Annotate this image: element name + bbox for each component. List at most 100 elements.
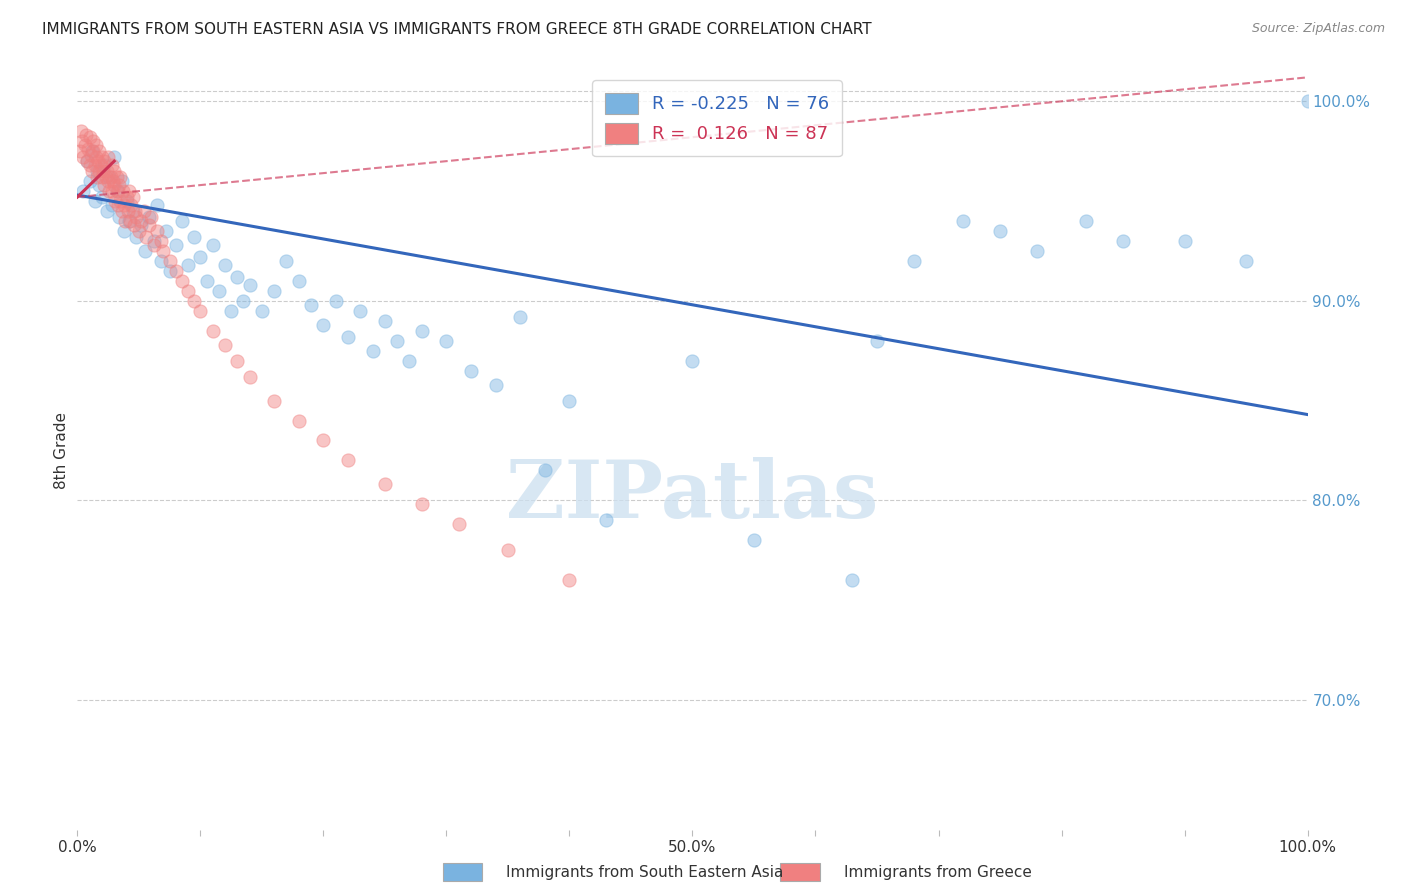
Point <box>79 158 101 172</box>
Point <box>903 253 925 268</box>
Point <box>89 164 111 178</box>
Point <box>87 154 110 169</box>
Point <box>411 497 433 511</box>
Point <box>69 144 91 158</box>
Point <box>239 369 262 384</box>
Point <box>101 158 124 172</box>
Point <box>460 364 482 378</box>
Point <box>155 224 177 238</box>
Point <box>485 377 508 392</box>
Point <box>110 194 132 208</box>
Point <box>124 204 146 219</box>
Point <box>98 170 121 185</box>
Point <box>93 154 115 169</box>
Text: IMMIGRANTS FROM SOUTH EASTERN ASIA VS IMMIGRANTS FROM GREECE 8TH GRADE CORRELATI: IMMIGRANTS FROM SOUTH EASTERN ASIA VS IM… <box>42 22 872 37</box>
Point <box>288 274 311 288</box>
Point <box>447 517 470 532</box>
Point <box>115 190 138 204</box>
Point <box>114 214 136 228</box>
Point <box>1234 253 1257 268</box>
Point <box>208 284 231 298</box>
Point <box>188 303 212 318</box>
Point <box>101 198 124 212</box>
Point <box>138 210 160 224</box>
Point <box>129 218 153 232</box>
Point <box>132 204 155 219</box>
Point <box>89 144 111 158</box>
Point <box>96 164 118 178</box>
Point <box>558 573 581 587</box>
Point <box>93 158 115 172</box>
Point <box>1076 214 1098 228</box>
Point <box>1296 95 1319 109</box>
Point <box>115 194 138 208</box>
Point <box>263 284 285 298</box>
Point <box>496 543 519 558</box>
Point <box>219 303 242 318</box>
Point <box>232 293 254 308</box>
Point <box>100 170 122 185</box>
Point <box>239 277 262 292</box>
Point <box>288 413 311 427</box>
Point <box>177 284 200 298</box>
Point <box>110 170 132 185</box>
Point <box>742 533 765 548</box>
Point <box>121 190 143 204</box>
Point <box>107 184 129 198</box>
Point <box>841 573 863 587</box>
Legend: R = -0.225   N = 76, R =  0.126   N = 87: R = -0.225 N = 76, R = 0.126 N = 87 <box>592 80 842 156</box>
Point <box>76 154 98 169</box>
Point <box>90 170 114 185</box>
Point <box>79 130 101 145</box>
Point <box>150 234 173 248</box>
Point <box>214 337 236 351</box>
Point <box>509 310 531 324</box>
Point <box>141 210 163 224</box>
Point <box>120 214 142 228</box>
Point <box>1112 234 1135 248</box>
Point <box>83 194 105 208</box>
Point <box>385 334 409 348</box>
Point <box>91 164 114 178</box>
Point <box>1026 244 1049 258</box>
Point <box>121 204 143 219</box>
Text: Source: ZipAtlas.com: Source: ZipAtlas.com <box>1251 22 1385 36</box>
Point <box>134 244 156 258</box>
Point <box>374 477 396 491</box>
Point <box>107 198 129 212</box>
Point <box>201 324 224 338</box>
Point <box>98 184 121 198</box>
Point <box>159 264 181 278</box>
Point <box>276 253 298 268</box>
Point <box>90 190 114 204</box>
Point <box>103 164 125 178</box>
Point <box>165 238 187 252</box>
Point <box>76 154 98 169</box>
Point <box>135 230 157 244</box>
Point <box>111 174 132 188</box>
Point <box>188 250 212 264</box>
Point <box>72 150 94 164</box>
Point <box>152 244 174 258</box>
Point <box>337 329 360 343</box>
Point <box>112 224 135 238</box>
Point <box>226 269 249 284</box>
Point <box>122 218 145 232</box>
Point <box>325 293 347 308</box>
Point <box>105 184 128 198</box>
Point <box>77 142 100 156</box>
Point <box>108 178 131 192</box>
Text: Immigrants from South Eastern Asia: Immigrants from South Eastern Asia <box>506 865 783 880</box>
Y-axis label: 8th Grade: 8th Grade <box>53 412 69 489</box>
Point <box>214 258 236 272</box>
Point <box>73 138 96 153</box>
Point <box>142 234 165 248</box>
Point <box>84 150 107 164</box>
Point <box>125 230 148 244</box>
Point <box>312 318 335 332</box>
Text: Immigrants from Greece: Immigrants from Greece <box>844 865 1032 880</box>
Point <box>90 150 114 164</box>
Point <box>79 174 101 188</box>
Point <box>82 144 104 158</box>
Point <box>1174 234 1197 248</box>
